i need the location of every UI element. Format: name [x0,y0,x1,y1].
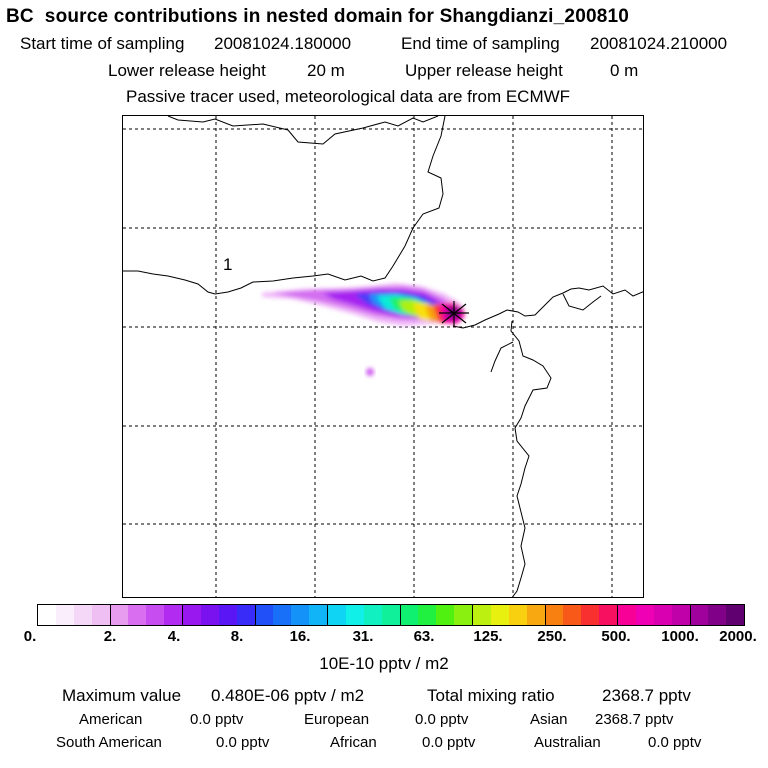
colorbar-swatch [708,605,727,625]
tick-label: 2. [103,628,117,645]
total-mixing-label: Total mixing ratio [427,686,555,705]
start-time-value: 20081024.180000 [214,34,352,53]
source-contribution-plume [261,283,465,376]
colorbar-swatch [581,605,600,625]
european-label: European [304,711,370,728]
american-value: 0.0 pptv [190,711,244,728]
african-value: 0.0 pptv [422,734,476,751]
colorbar-swatch [164,605,183,625]
lower-release-label: Lower release height [108,61,266,80]
tick-label: 16. [289,628,311,645]
colorbar-swatch [128,605,147,625]
map-canvas: 1 [123,116,643,597]
colorbar-swatch [309,605,328,625]
colorbar-swatch [73,605,92,625]
colorbar-swatch [218,605,237,625]
colorbar-swatch [526,605,546,625]
australian-label: Australian [534,734,601,751]
boundary-lines [123,116,643,597]
plot-title: BC source contributions in nested domain… [6,6,630,27]
colorbar-swatch [55,605,74,625]
asian-label: Asian [530,711,568,728]
american-label: American [79,711,143,728]
upper-release-label: Upper release height [405,61,563,80]
european-value: 0.0 pptv [415,711,469,728]
tick-label: 63. [413,628,435,645]
colorbar-swatch [635,605,654,625]
receptor-cross-icon [439,301,469,326]
south-american-value: 0.0 pptv [216,734,270,751]
colorbar-unit: 10E-10 pptv / m2 [319,654,449,673]
end-time-label: End time of sampling [401,34,560,53]
tick-label: 1000. [661,628,699,645]
tick-label: 0. [23,628,37,645]
colorbar-swatch [545,605,564,625]
colorbar-swatch [273,605,292,625]
colorbar-swatch [146,605,165,625]
colorbar-swatch [418,605,437,625]
colorbar-swatch [110,605,129,625]
colorbar-swatch [255,605,274,625]
colorbar-swatch [454,605,473,625]
colorbar-swatch [436,605,455,625]
map-panel: 1 [122,115,644,598]
tick-label: 250. [537,628,567,645]
colorbar-swatch [91,605,111,625]
total-mixing-value: 2368.7 pptv [602,686,691,705]
tick-label: 8. [230,628,244,645]
colorbar-swatch [599,605,618,625]
upper-release-value: 0 m [610,61,639,80]
colorbar-swatch [653,605,672,625]
colorbar-swatch [381,605,401,625]
colorbar-swatch [473,605,491,625]
colorbar-swatch [490,605,509,625]
region-label: 1 [223,255,232,274]
colorbar-swatch [726,605,745,625]
colorbar-swatch [690,605,709,625]
african-label: African [330,734,377,751]
lower-release-value: 20 m [307,61,345,80]
colorbar-swatch [563,605,582,625]
start-time-label: Start time of sampling [20,34,185,53]
colorbar-swatch [671,605,691,625]
colorbar [37,604,745,626]
end-time-value: 20081024.210000 [590,34,728,53]
max-value-label: Maximum value [62,686,182,705]
tick-label: 500. [601,628,631,645]
asian-value: 2368.7 pptv [595,711,674,728]
colorbar-swatch [200,605,219,625]
colorbar-swatch [236,605,256,625]
max-value: 0.480E-06 pptv / m2 [211,686,365,705]
tick-label: 4. [167,628,181,645]
colorbar-swatch [400,605,419,625]
south-american-label: South American [56,734,162,751]
colorbar-swatch [345,605,364,625]
tracer-note: Passive tracer used, meteorological data… [126,87,571,106]
colorbar-swatch [363,605,382,625]
tick-label: 31. [352,628,374,645]
australian-value: 0.0 pptv [648,734,702,751]
colorbar-swatch [38,605,56,625]
lat-lon-grid [123,116,643,597]
colorbar-swatch [328,605,346,625]
colorbar-swatch [291,605,310,625]
tick-label: 2000. [719,628,757,645]
colorbar-swatch [508,605,527,625]
colorbar-swatch [183,605,201,625]
colorbar-swatch [618,605,636,625]
tick-label: 125. [473,628,503,645]
